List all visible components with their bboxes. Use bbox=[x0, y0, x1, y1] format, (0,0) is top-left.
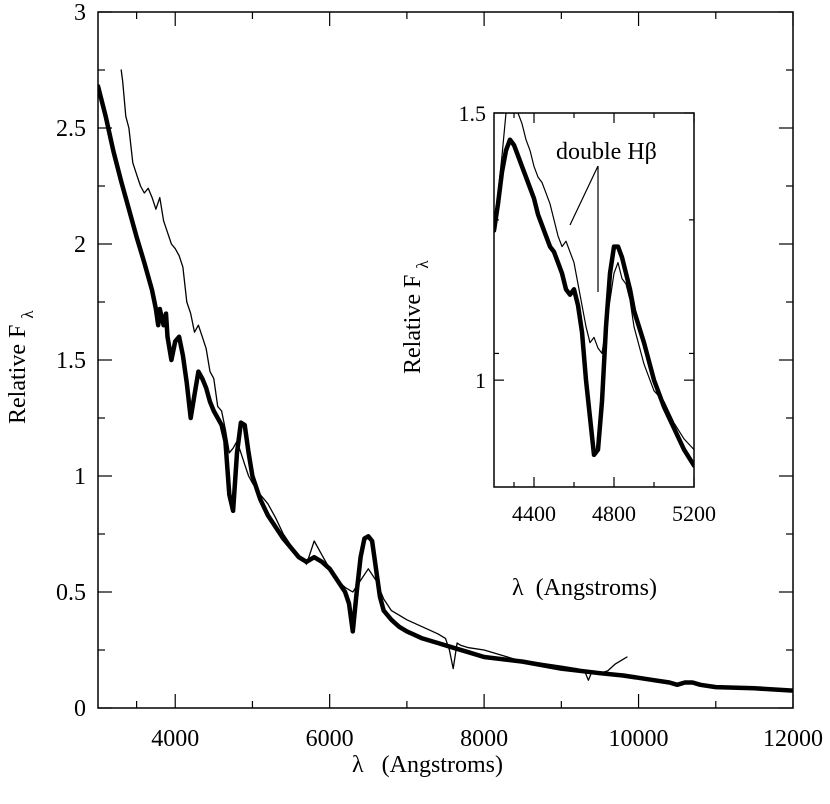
inset-x-axis-title: λ (Angstroms) bbox=[512, 575, 657, 601]
x-tick-label: 6000 bbox=[306, 726, 354, 752]
observed-spectrum-line bbox=[120, 69, 628, 681]
annotation-pointer-line bbox=[569, 165, 599, 226]
inset-y-axis-subscript: λ bbox=[413, 260, 432, 269]
model-spectrum-line bbox=[98, 83, 793, 693]
main-x-axis-unit: (Angstroms) bbox=[382, 752, 503, 778]
inset-plot: 4400 4800 5200 1 1.5 double Hβ λ (Angstroms)… bbox=[400, 101, 716, 601]
inset-plot-frame bbox=[493, 112, 695, 488]
main-y-axis-title: Relative F λ bbox=[5, 310, 37, 424]
inset-x-axis-symbol: λ bbox=[512, 575, 524, 601]
y-tick-label: 0 bbox=[74, 696, 86, 722]
y-tick-label: 1.5 bbox=[459, 101, 487, 126]
x-tick-label: 4400 bbox=[512, 501, 556, 526]
x-tick-label: 4800 bbox=[592, 501, 636, 526]
main-plot: 4000 6000 8000 10000 12000 0 0.5 1 1.5 2 2.5 3 λ (A… bbox=[5, 0, 823, 778]
inset-x-axis-unit: (Angstroms) bbox=[536, 575, 657, 601]
inset-y-axis-label: Relative F bbox=[400, 275, 426, 374]
inset-y-axis-title: Relative F λ bbox=[400, 260, 432, 374]
y-tick-label: 0.5 bbox=[56, 580, 86, 606]
y-tick-label: 1 bbox=[475, 368, 486, 393]
x-tick-label: 10000 bbox=[609, 726, 669, 752]
y-tick-label: 1.5 bbox=[56, 348, 86, 374]
y-tick-label: 2.5 bbox=[56, 116, 86, 142]
main-x-axis-symbol: λ bbox=[352, 752, 364, 778]
x-tick-label: 12000 bbox=[763, 726, 823, 752]
main-x-axis-title: λ (Angstroms) bbox=[352, 752, 503, 778]
inset-annotation: double Hβ bbox=[556, 139, 657, 165]
x-tick-label: 5200 bbox=[672, 501, 716, 526]
main-y-axis-label: Relative F bbox=[5, 325, 31, 424]
model-spectrum-line bbox=[494, 137, 694, 468]
y-tick-label: 2 bbox=[74, 232, 86, 258]
y-tick-label: 3 bbox=[74, 0, 86, 26]
x-tick-label: 4000 bbox=[151, 726, 199, 752]
main-y-axis-subscript: λ bbox=[18, 310, 37, 319]
y-tick-label: 1 bbox=[74, 464, 86, 490]
x-tick-label: 8000 bbox=[460, 726, 508, 752]
